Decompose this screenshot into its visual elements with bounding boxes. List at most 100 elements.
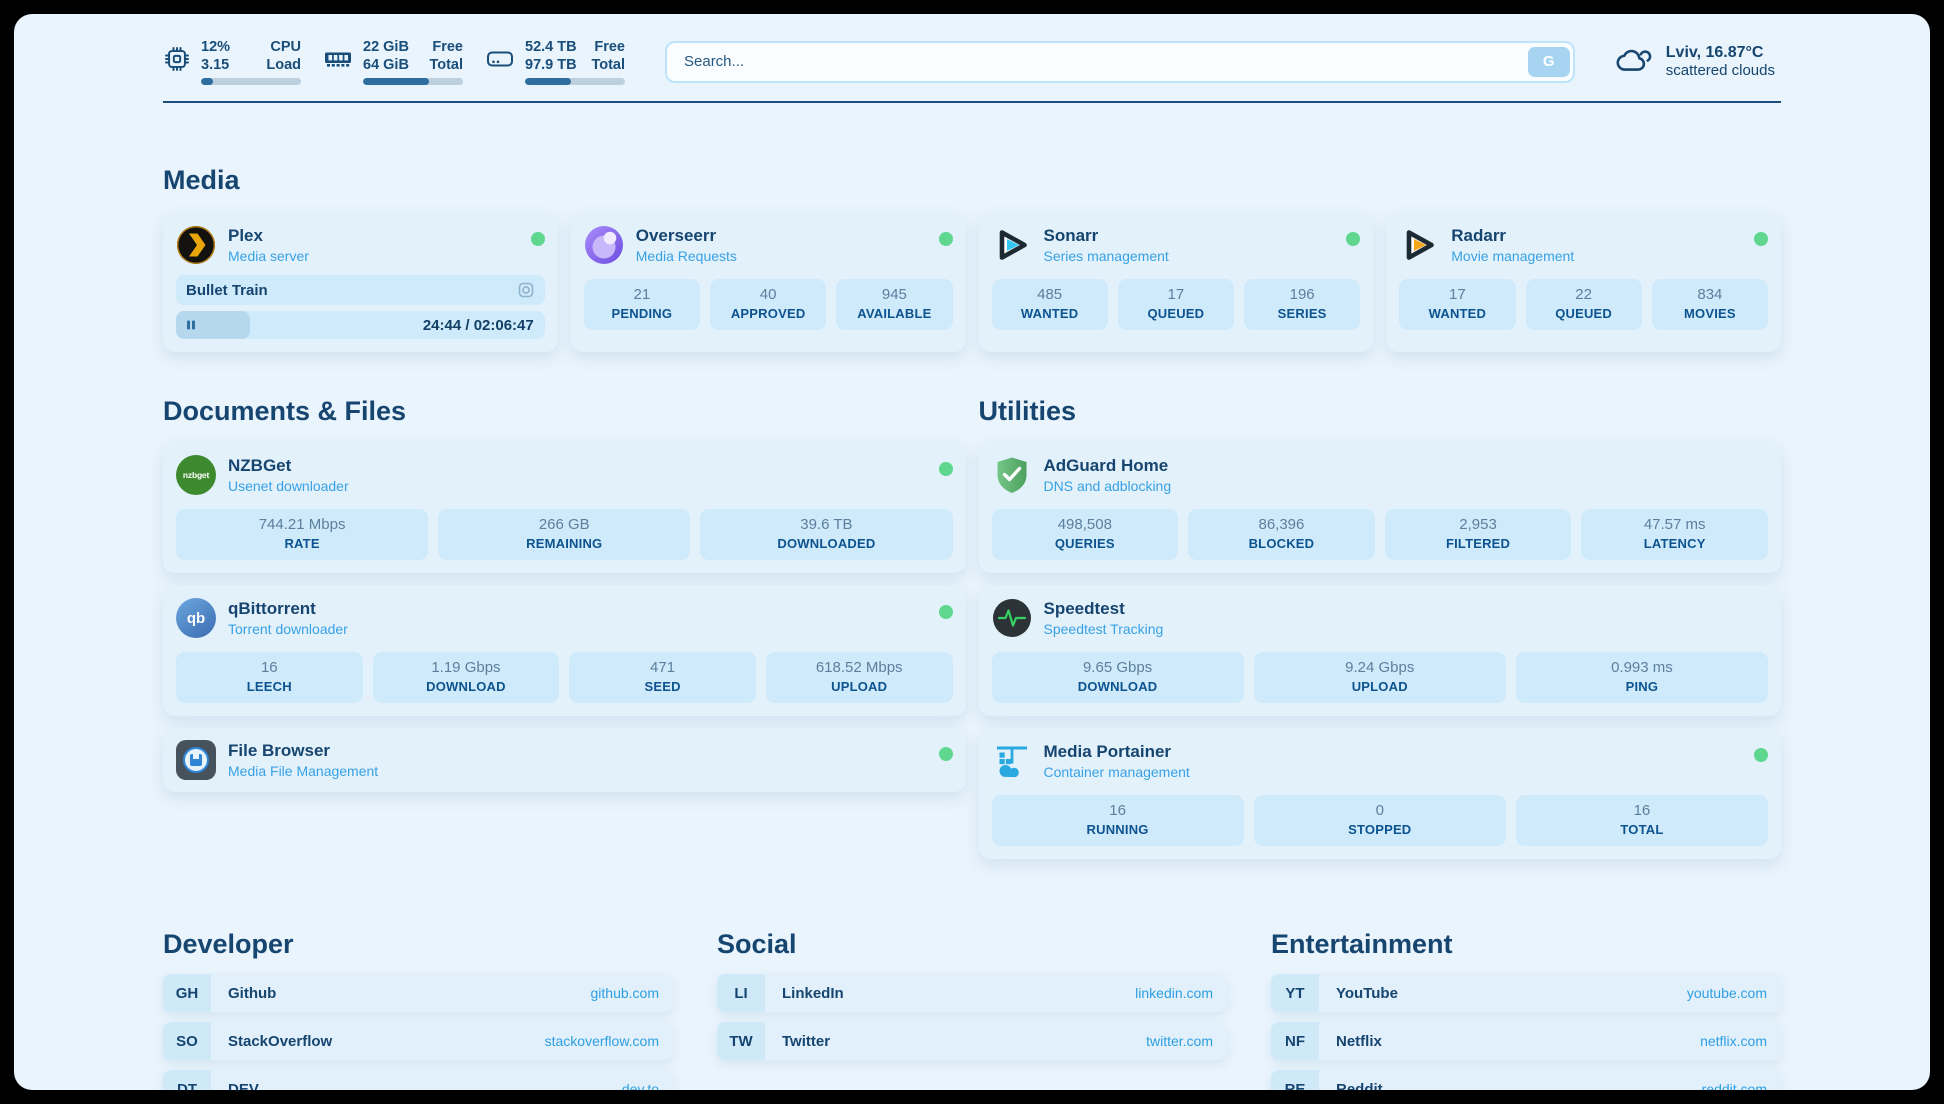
card-adguard[interactable]: AdGuard Home DNS and adblocking 498,508 Q… [978, 442, 1781, 574]
link-item-youtube[interactable]: YT YouTube youtube.com [1271, 974, 1781, 1013]
disk-progress-fill [525, 78, 571, 86]
section-title-social: Social [717, 929, 797, 960]
stat-wanted: 17 WANTED [1399, 279, 1516, 331]
search-engine-button[interactable]: G [1527, 46, 1570, 77]
stat-seed: 471 SEED [569, 652, 756, 704]
card-radarr[interactable]: Radarr Movie management 17 WANTED 22 QUEUE… [1386, 212, 1781, 353]
app-subtitle: Torrent downloader [228, 621, 348, 638]
card-nzbget[interactable]: nzbget NZBGet Usenet downloader 744.21 M… [163, 442, 966, 574]
section-title-utilities: Utilities [978, 396, 1077, 427]
disk-usage-widget: 52.4 TB 97.9 TB Free Total [485, 38, 625, 86]
stat-queued: 22 QUEUED [1525, 279, 1642, 331]
app-title: Media Portainer [1043, 742, 1172, 762]
portainer-icon [992, 741, 1032, 781]
card-qbittorrent[interactable]: qb qBittorrent Torrent downloader 16 LEEC… [163, 585, 966, 717]
card-filebrowser[interactable]: File Browser Media File Management [163, 728, 966, 793]
stat-leech: 16 LEECH [176, 652, 363, 704]
link-badge: DT [163, 1070, 211, 1090]
cpu-usage-widget: 12% 3.15 CPU Load [163, 38, 301, 86]
link-url: stackoverflow.com [544, 1033, 659, 1050]
overseerr-icon [584, 225, 624, 265]
pause-button[interactable] [185, 319, 197, 331]
disk-icon [485, 47, 515, 76]
stat-upload: 9.24 Gbps UPLOAD [1253, 652, 1506, 704]
link-url: twitter.com [1146, 1033, 1213, 1050]
app-title: Overseerr [635, 226, 717, 246]
cloud-icon [1615, 44, 1653, 79]
app-subtitle: DNS and adblocking [1043, 478, 1172, 495]
stat-total: 16 TOTAL [1515, 795, 1769, 847]
radarr-icon [1399, 225, 1439, 265]
card-portainer[interactable]: Media Portainer Container management 16 R… [978, 728, 1781, 860]
card-speedtest[interactable]: Speedtest Speedtest Tracking 9.65 Gbps DO… [978, 585, 1781, 717]
stat-pending: 21 PENDING [583, 279, 700, 331]
link-badge: TW [717, 1022, 765, 1061]
link-item-netflix[interactable]: NF Netflix netflix.com [1271, 1022, 1781, 1061]
status-dot [938, 747, 953, 762]
status-dot [530, 232, 545, 247]
stat-series: 196 SERIES [1244, 279, 1361, 331]
stat-blocked: 86,396 BLOCKED [1188, 509, 1375, 561]
link-url: dev.to [621, 1081, 659, 1090]
link-badge: GH [163, 974, 211, 1013]
link-item-github[interactable]: GH Github github.com [163, 974, 673, 1013]
app-title: NZBGet [228, 456, 292, 476]
link-name: Twitter [782, 1032, 831, 1050]
link-name: Reddit [1336, 1080, 1383, 1090]
link-item-reddit[interactable]: RE Reddit reddit.com [1271, 1070, 1781, 1090]
link-url: youtube.com [1686, 985, 1767, 1002]
disk-labels: Free Total [591, 39, 625, 74]
app-subtitle: Container management [1043, 764, 1190, 781]
card-overseerr[interactable]: Overseerr Media Requests 21 PENDING 40 APP… [570, 212, 966, 353]
link-badge: LI [717, 974, 765, 1013]
ram-progress-track [363, 78, 463, 86]
documents-section: Documents & Files nzbget NZBGet Usenet d… [163, 396, 966, 804]
app-subtitle: Media File Management [228, 763, 379, 780]
stat-queued: 17 QUEUED [1117, 279, 1234, 331]
search-bar[interactable]: G [665, 40, 1575, 83]
social-links-section: Social LI LinkedIn linkedin.com TW Twitt… [717, 929, 1227, 1090]
now-playing-title: Bullet Train [186, 281, 268, 299]
disk-progress-track [525, 78, 625, 86]
link-badge: NF [1271, 1022, 1319, 1061]
weather-condition: scattered clouds [1665, 62, 1775, 80]
search-input[interactable] [670, 53, 1528, 71]
stat-queries: 498,508 QUERIES [991, 509, 1179, 561]
link-name: LinkedIn [782, 984, 844, 1002]
link-badge: RE [1271, 1070, 1319, 1090]
app-subtitle: Media Requests [635, 248, 737, 265]
stat-upload: 618.52 Mbps UPLOAD [765, 652, 953, 704]
header-divider [163, 101, 1781, 104]
filebrowser-icon [176, 740, 216, 781]
link-item-stackoverflow[interactable]: SO StackOverflow stackoverflow.com [163, 1022, 673, 1061]
playback-time: 24:44 / 02:06:47 [422, 316, 534, 334]
qbittorrent-icon: qb [176, 598, 216, 639]
app-subtitle: Usenet downloader [228, 478, 349, 495]
stat-available: 945 AVAILABLE [836, 279, 953, 331]
status-dot [1346, 232, 1361, 247]
status-dot [938, 462, 953, 477]
section-title-entertainment: Entertainment [1271, 929, 1453, 960]
link-name: DEV [228, 1080, 259, 1090]
now-playing-row: Bullet Train [176, 275, 545, 306]
playback-progress-bar[interactable]: 24:44 / 02:06:47 [176, 311, 545, 340]
card-sonarr[interactable]: Sonarr Series management 485 WANTED 17 QUE… [978, 212, 1374, 353]
cpu-progress-track [201, 78, 301, 86]
plex-icon [176, 225, 216, 265]
stat-running: 16 RUNNING [991, 795, 1244, 847]
ram-labels: Free Total [429, 39, 463, 74]
weather-widget: Lviv, 16.87°C scattered clouds [1615, 44, 1781, 79]
app-title: Speedtest [1043, 599, 1125, 619]
stat-remaining: 266 GB REMAINING [438, 509, 691, 561]
link-url: linkedin.com [1135, 985, 1213, 1002]
app-title: File Browser [228, 741, 331, 761]
cpu-icon [163, 45, 191, 78]
link-item-twitter[interactable]: TW Twitter twitter.com [717, 1022, 1227, 1061]
sonarr-icon [992, 225, 1032, 265]
section-title-developer: Developer [163, 929, 294, 960]
link-item-dev[interactable]: DT DEV dev.to [163, 1070, 673, 1090]
stat-latency: 47.57 ms LATENCY [1581, 509, 1768, 561]
link-item-linkedin[interactable]: LI LinkedIn linkedin.com [717, 974, 1227, 1013]
stat-download: 1.19 Gbps DOWNLOAD [372, 652, 560, 704]
card-plex[interactable]: Plex Media server Bullet Train [163, 212, 558, 353]
